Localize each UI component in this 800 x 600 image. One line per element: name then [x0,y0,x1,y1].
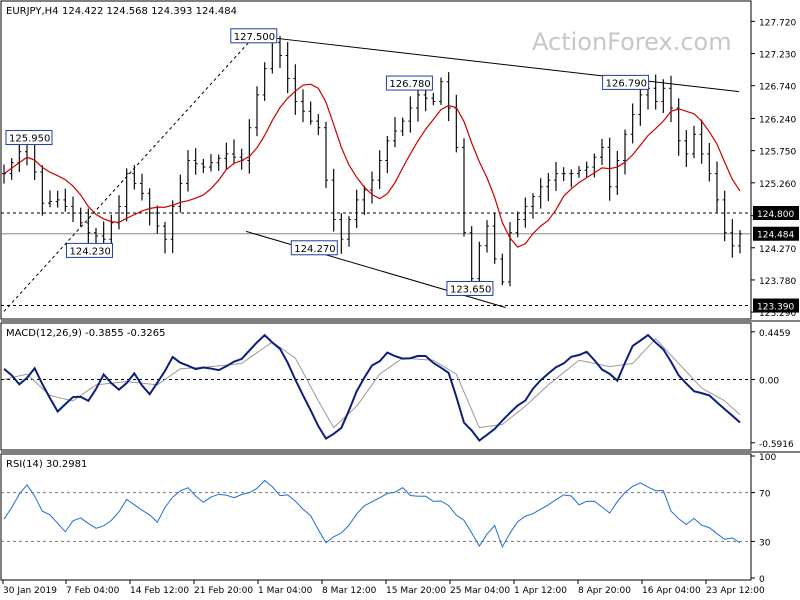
macd-main-line [3,333,741,442]
watermark: ActionForex.com [532,28,732,56]
macd-panel-frame [0,322,752,451]
x-tick-label: 8 Apr 20:00 [578,586,631,596]
y-tick-label: 126.240 [759,116,796,126]
macd-title: MACD(12,26,9) -0.3855 -0.3265 [6,328,166,339]
annotation-box [230,28,278,44]
y-tick-label: 127.230 [759,51,796,61]
annotation-label: 125.950 [9,134,50,145]
y-tick-label: 124.270 [759,245,796,255]
price-tag [753,298,799,313]
y-tick-label: 0.00 [759,376,779,386]
macd-panel: 0.4459 0.00 -0.5916 [1,329,794,450]
price-panel-frame [0,0,752,320]
annotation-box [5,130,53,146]
y-tick-label: 30 [759,538,771,548]
x-tick-label: 14 Feb 12:00 [130,586,189,596]
price-tag-label: 123.390 [757,303,794,313]
annotation-label: 124.230 [69,246,110,257]
price-panel: 125.950 124.230 127.500 124.270 126.780 123.6… [1,18,799,319]
y-tick-label: 125.750 [759,148,796,158]
annotation-label: 123.650 [450,284,491,295]
annotation-box [446,280,494,296]
rsi-line [3,479,741,549]
x-tick-label: 8 Mar 12:00 [322,586,377,596]
time-axis: 30 Jan 2019 7 Feb 04:00 14 Feb 12:00 21 Feb… [2,580,765,596]
x-tick-label: 15 Mar 20:00 [386,586,446,596]
ohlc-label: 124.422 124.568 124.393 124.484 [62,6,237,17]
y-tick-label: -0.5916 [759,440,794,450]
x-tick-label: 1 Apr 12:00 [514,586,567,596]
annotation-box [290,240,338,256]
y-tick-label: 70 [759,490,771,500]
x-tick-label: 1 Mar 04:00 [258,586,313,596]
annotation-label: 124.270 [294,244,335,255]
moving-average-line [3,83,741,248]
annotation-label: 126.790 [606,78,647,89]
price-tag-label: 124.800 [757,210,794,220]
x-tick-label: 7 Feb 04:00 [66,586,120,596]
x-tick-label: 30 Jan 2019 [3,586,57,596]
x-tick-label: 21 Feb 20:00 [194,586,253,596]
x-tick-label: 25 Mar 04:00 [450,586,510,596]
y-tick-label: 126.740 [759,83,796,93]
trendline [3,35,256,312]
annotation-label: 126.780 [389,79,430,90]
annotation-box [385,75,433,91]
y-tick-label: 0.4459 [759,329,791,339]
annotation-box [602,74,650,90]
y-tick-label: 127.720 [759,18,796,28]
y-tick-label: 125.260 [759,180,796,190]
y-tick-label: 123.780 [759,277,796,287]
x-tick-label: 23 Apr 12:00 [706,586,765,596]
price-tag [753,206,799,220]
annotation-box [65,242,113,258]
price-tag [753,226,799,241]
y-tick-label: 123.290 [759,309,796,319]
rsi-title: RSI(14) 30.2981 [6,459,87,470]
rsi-panel: 100 70 30 0 [1,453,776,585]
x-tick-label: 16 Apr 04:00 [642,586,701,596]
trendline [254,35,740,93]
y-tick-label: 100 [759,453,776,463]
price-tag-label: 124.484 [757,231,794,241]
annotation-label: 127.500 [234,32,275,43]
y-tick-label: 0 [759,575,765,585]
rsi-panel-frame [0,453,752,581]
symbol-label: EURJPY,H4 [6,6,59,17]
